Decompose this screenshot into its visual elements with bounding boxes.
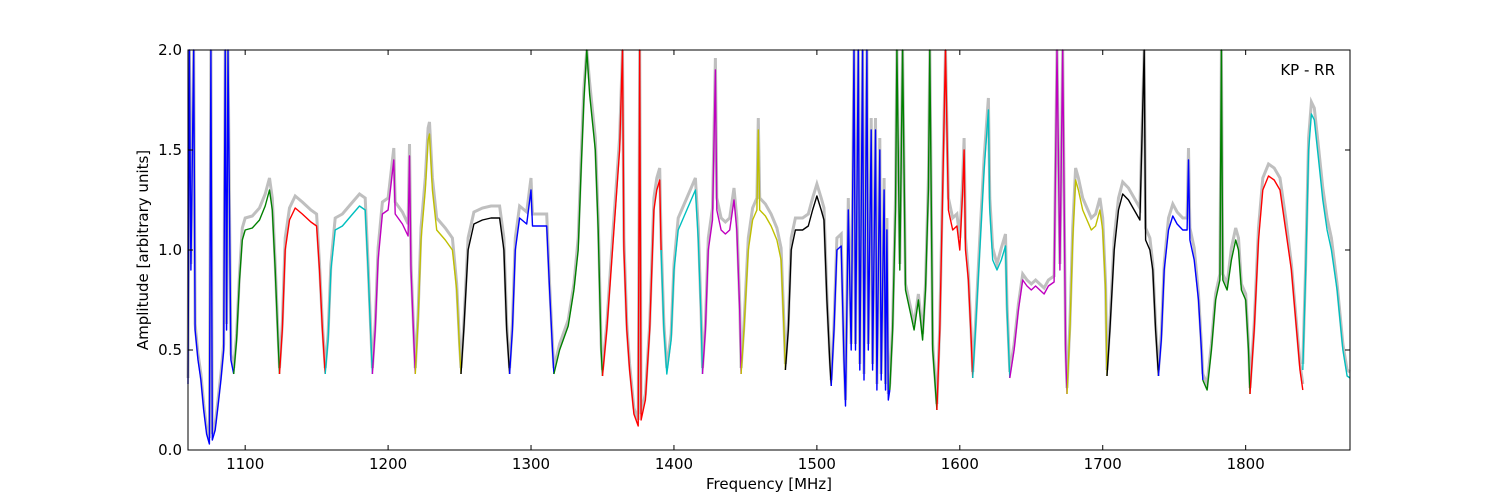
background-series-segment-20 xyxy=(1105,49,1160,371)
series-segment-3 xyxy=(324,205,374,375)
background-series-segment-13 xyxy=(783,178,833,381)
series-segment-15 xyxy=(889,49,938,411)
y-tick-label-1: 0.5 xyxy=(158,341,182,359)
background-series-segment-6 xyxy=(459,204,512,369)
series-segment-23 xyxy=(1249,175,1304,395)
background-series-segment-19 xyxy=(1065,167,1109,389)
series-segment-11 xyxy=(701,69,742,375)
x-tick-label-4: 1500 xyxy=(798,455,836,473)
y-tick-label-0: 0.0 xyxy=(158,441,182,459)
series-segment-6 xyxy=(460,217,511,375)
series-segment-21 xyxy=(1157,159,1204,381)
x-tick-label-2: 1300 xyxy=(512,455,550,473)
series-segment-16 xyxy=(936,49,974,411)
series-segment-4 xyxy=(371,155,416,375)
x-tick-label-6: 1700 xyxy=(1084,455,1122,473)
background-series-segment-21 xyxy=(1157,147,1205,375)
background-series-segment-8 xyxy=(552,49,604,371)
series-segment-18 xyxy=(1009,49,1068,395)
series-layer xyxy=(187,49,1351,445)
plot-frame xyxy=(187,49,1351,451)
x-axis: 1100 1200 1300 1400 1500 1600 1700 1800 xyxy=(226,50,1265,473)
background-series-segment-11 xyxy=(701,57,743,369)
background-series-segment-22 xyxy=(1201,49,1252,390)
y-tick-label-3: 1.5 xyxy=(158,141,182,159)
background-series-segment-5 xyxy=(413,121,463,369)
x-tick-label-5: 1600 xyxy=(941,455,979,473)
series-segment-5 xyxy=(414,133,462,375)
x-axis-label: Frequency [MHz] xyxy=(706,475,832,493)
x-tick-label-3: 1400 xyxy=(655,455,693,473)
series-segment-20 xyxy=(1106,49,1160,377)
background-series xyxy=(186,49,1351,439)
series-segment-7 xyxy=(508,189,555,375)
x-tick-label-7: 1800 xyxy=(1227,455,1265,473)
background-series-segment-23 xyxy=(1248,161,1305,389)
station-annotation: KP - RR xyxy=(1280,61,1335,79)
background-series-segment-18 xyxy=(1008,49,1069,389)
series-segment-17 xyxy=(972,109,1011,379)
x-tick-label-1: 1200 xyxy=(369,455,407,473)
y-tick-label-2: 1.0 xyxy=(158,241,182,259)
series-segment-24 xyxy=(1302,113,1351,379)
series-segment-8 xyxy=(553,49,604,377)
y-tick-label-4: 2.0 xyxy=(158,41,182,59)
series-segment-19 xyxy=(1066,179,1108,395)
series-segment-10 xyxy=(660,189,704,375)
y-axis-label: Amplitude [arbitrary units] xyxy=(134,150,152,350)
series-segment-14 xyxy=(830,49,891,407)
series-segment-12 xyxy=(740,129,787,375)
series-segment-22 xyxy=(1202,49,1251,395)
series-segment-9 xyxy=(601,49,662,427)
y-axis: 0.0 0.5 1.0 1.5 2.0 xyxy=(158,41,1350,459)
series-segment-1 xyxy=(233,189,281,375)
background-series-segment-12 xyxy=(739,117,787,369)
x-tick-label-0: 1100 xyxy=(226,455,264,473)
series-segment-2 xyxy=(278,207,326,375)
background-series-segment-2 xyxy=(278,193,327,369)
series-segment-13 xyxy=(784,195,832,387)
background-series-segment-9 xyxy=(601,49,663,421)
